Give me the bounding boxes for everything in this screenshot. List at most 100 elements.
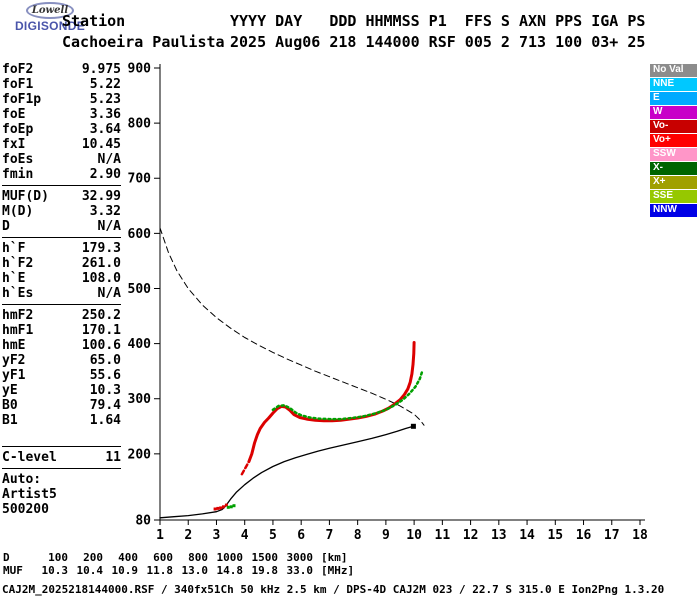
lowell-digisonde-logo: Lowell DIGISONDE: [4, 2, 96, 33]
legend-item-vo+: Vo+: [650, 134, 697, 147]
param-row-foF2: foF2 9.975: [2, 62, 121, 77]
param-value: 3.32: [89, 204, 121, 219]
param-value: 261.0: [81, 256, 121, 271]
x-tick-label: 10: [406, 528, 422, 543]
param-row-foF1p: foF1p 5.23: [2, 92, 121, 107]
separator-line: [2, 468, 121, 469]
param-row-yF1: yF1 55.6: [2, 368, 121, 383]
param-row-fmin: fmin 2.90: [2, 167, 121, 182]
param-value: 55.6: [89, 368, 121, 383]
param-row-M(D): M(D) 3.32: [2, 204, 121, 219]
logo-oval: Lowell: [26, 2, 74, 19]
param-label: B0: [2, 398, 18, 413]
distance-label: D: [3, 551, 10, 564]
param-label: Artist5: [2, 487, 57, 502]
x-tick-label: 13: [491, 528, 507, 543]
muf-label: MUF: [3, 564, 23, 577]
distance-cell: 800: [188, 551, 208, 564]
param-row-B0: B0 79.4: [2, 398, 121, 413]
param-row-foE: foE 3.36: [2, 107, 121, 122]
x-tick-label: 17: [604, 528, 620, 543]
y-tick-label: 800: [128, 117, 152, 132]
param-label: 500200: [2, 502, 49, 517]
x-tick-label: 14: [519, 528, 535, 543]
muf-unit: [MHz]: [321, 564, 355, 577]
param-label: fxI: [2, 137, 26, 152]
logo-lowell-text: Lowell: [31, 5, 69, 16]
o-trace-e-region: [216, 506, 220, 510]
o-trace-e-region: [222, 505, 225, 509]
param-row-foEs: foEs N/A: [2, 152, 121, 167]
param-row-foEp: foEp 3.64: [2, 122, 121, 137]
muf-cell: 13.0: [181, 564, 209, 577]
legend-item-e: E: [650, 92, 697, 105]
muf-cell: 19.8: [251, 564, 279, 577]
o-trace-e-region: [219, 506, 223, 510]
y-tick-label: 300: [128, 392, 152, 407]
param-label: foEs: [2, 152, 34, 167]
param-row-h`Es: h`Es N/A: [2, 286, 121, 301]
muf-cell: 10.4: [76, 564, 104, 577]
param-row-h`F: h`F 179.3: [2, 241, 121, 256]
x-tick-label: 16: [576, 528, 592, 543]
param-row-C-level: C-level 11: [2, 450, 121, 465]
distance-cell: 200: [83, 551, 103, 564]
param-row-yF2: yF2 65.0: [2, 353, 121, 368]
param-label: M(D): [2, 204, 34, 219]
param-value: N/A: [97, 219, 121, 234]
distance-cell: 400: [118, 551, 138, 564]
param-label: foF2: [2, 62, 34, 77]
param-value: 108.0: [81, 271, 121, 286]
param-label: h`E: [2, 271, 26, 286]
param-label: C-level: [2, 450, 57, 465]
param-label: h`Es: [2, 286, 34, 301]
param-label: B1: [2, 413, 18, 428]
separator-line: [2, 185, 121, 186]
y-tick-label: 700: [128, 172, 152, 187]
param-row-D: D N/A: [2, 219, 121, 234]
param-value: 2.90: [89, 167, 121, 182]
separator-line: [2, 237, 121, 238]
legend-item-w: W: [650, 106, 697, 119]
o-trace-e-region: [213, 507, 217, 511]
x-tick-label: 7: [325, 528, 333, 543]
param-label: yF1: [2, 368, 26, 383]
header-columns: YYYY DAY DDD HHMMSS P1 FFS S AXN PPS IGA…: [230, 12, 646, 30]
param-row-h`E: h`E 108.0: [2, 271, 121, 286]
param-value: 100.6: [81, 338, 121, 353]
param-value: 3.64: [89, 122, 121, 137]
muf-cell: 10.9: [111, 564, 139, 577]
param-value: 3.36: [89, 107, 121, 122]
param-label: fmin: [2, 167, 34, 182]
param-label: hmF2: [2, 308, 34, 323]
param-value: 10.45: [81, 137, 121, 152]
x-tick-label: 12: [463, 528, 479, 543]
muf-cell: 10.3: [41, 564, 69, 577]
y-tick-label: 80: [135, 514, 151, 529]
legend-item-vo-: Vo-: [650, 120, 697, 133]
param-value: 5.23: [89, 92, 121, 107]
separator-line: [2, 304, 121, 305]
distance-cell: 3000: [286, 551, 314, 564]
direction-legend: No Val NNE E W Vo- Vo+ SSW X- X+ SSE NNW: [650, 64, 697, 218]
separator-line: [2, 446, 121, 447]
x-tick-label: 9: [382, 528, 390, 543]
param-value: 65.0: [89, 353, 121, 368]
param-row-h`F2: h`F2 261.0: [2, 256, 121, 271]
x-tick-label: 8: [354, 528, 362, 543]
o-trace-f-region: [247, 341, 416, 464]
param-label: h`F2: [2, 256, 34, 271]
muf-frequency-row: MUF 10.3 10.4 10.9 11.8 13.0 14.8 19.8 33.0 [MHz]: [3, 564, 354, 577]
x-tick-label: 6: [297, 528, 305, 543]
transmission-curve-muf3000: [159, 227, 425, 426]
legend-item-ssw: SSW: [650, 148, 697, 161]
distance-cell: 1500: [251, 551, 279, 564]
y-tick-label: 500: [128, 282, 152, 297]
param-row-500200: 500200: [2, 502, 121, 517]
parameter-panel: foF2 9.975 foF1 5.22 foF1p 5.23 foE 3.36 foEp 3.6…: [2, 62, 121, 517]
muf-cell: 14.8: [216, 564, 244, 577]
x-trace-e-region: [229, 505, 233, 509]
legend-item-x-: X-: [650, 162, 697, 175]
param-row-B1: B1 1.64: [2, 413, 121, 428]
